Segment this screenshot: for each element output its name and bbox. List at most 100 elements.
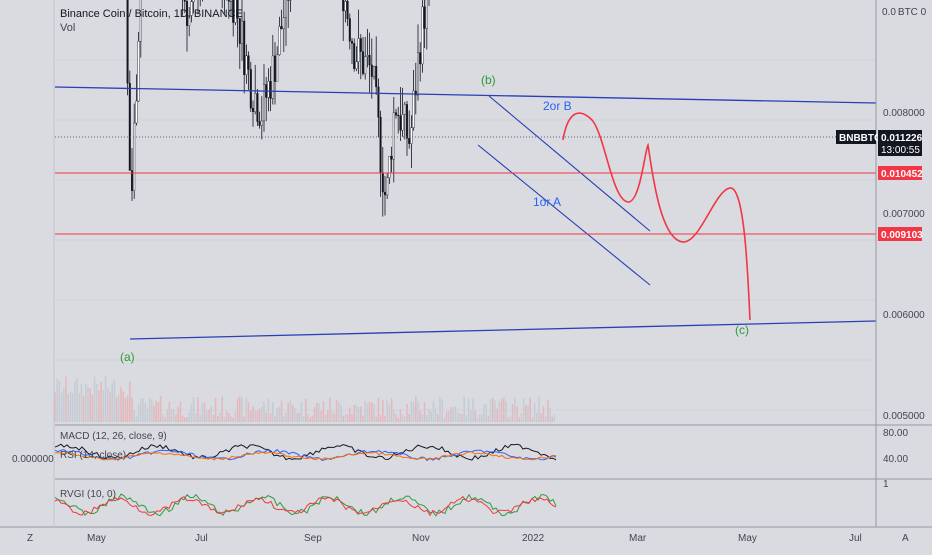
volume-bar xyxy=(239,396,241,422)
candle-body xyxy=(369,55,371,65)
volume-bar xyxy=(114,380,116,422)
candle-body xyxy=(402,114,404,130)
volume-bar xyxy=(406,404,408,422)
volume-bar xyxy=(488,415,490,422)
volume-bar xyxy=(195,413,197,422)
volume-bar xyxy=(83,396,85,422)
candle-body xyxy=(391,156,393,159)
volume-bar xyxy=(549,408,551,422)
volume-bar xyxy=(446,412,448,422)
candle-body xyxy=(184,0,186,1)
volume-bar xyxy=(274,417,276,422)
volume-bar xyxy=(160,396,162,422)
volume-bar xyxy=(250,411,252,422)
price-tick-label: 0.006000 xyxy=(883,310,925,321)
volume-bar xyxy=(85,384,87,422)
time-tick-label: Mar xyxy=(629,533,647,544)
volume-bar xyxy=(87,387,89,422)
candle-body xyxy=(393,113,395,160)
volume-bar xyxy=(331,411,333,422)
volume-bar xyxy=(426,415,428,422)
volume-bar xyxy=(63,387,65,422)
volume-bar xyxy=(358,407,360,422)
volume-bar xyxy=(224,417,226,422)
candle-body xyxy=(422,7,424,64)
volume-bar xyxy=(184,417,186,422)
volume-bar xyxy=(199,414,201,422)
candle-body xyxy=(136,101,138,123)
volume-bar xyxy=(320,411,322,422)
volume-bar xyxy=(518,418,520,422)
rsi-tick-40: 40.00 xyxy=(883,454,908,465)
volume-bar xyxy=(496,409,498,422)
volume-bar xyxy=(246,397,248,422)
volume-bar xyxy=(505,401,507,422)
volume-bar xyxy=(153,406,155,422)
candle-body xyxy=(230,0,232,1)
volume-bar xyxy=(78,393,80,422)
volume-bar xyxy=(237,399,239,422)
candle-body xyxy=(140,0,142,41)
price-tag-value: 0.011226 xyxy=(881,133,923,144)
volume-bar xyxy=(521,413,523,422)
volume-bar xyxy=(329,398,331,422)
volume-bar xyxy=(180,402,182,422)
auto-scale-button[interactable]: A xyxy=(902,533,909,544)
candle-body xyxy=(419,53,421,64)
volume-bar xyxy=(437,414,439,422)
volume-bar xyxy=(452,407,454,422)
volume-bar xyxy=(386,400,388,422)
volume-bar xyxy=(474,411,476,422)
volume-bar xyxy=(89,388,91,422)
candle-body xyxy=(362,52,364,74)
volume-bar xyxy=(371,402,373,422)
price-tick-label: 0.007000 xyxy=(883,209,925,220)
volume-bar xyxy=(525,405,527,422)
candle-body xyxy=(270,81,272,98)
level-tag-upper-text: 0.010452 xyxy=(881,169,923,180)
volume-bar xyxy=(547,400,549,422)
volume-bar xyxy=(470,410,472,422)
volume-bar xyxy=(444,418,446,422)
volume-bar xyxy=(532,418,534,422)
volume-bar xyxy=(551,417,553,422)
volume-bar xyxy=(204,402,206,422)
macd-label: MACD (12, 26, close, 9) xyxy=(60,431,167,442)
volume-bar xyxy=(81,384,83,422)
volume-bar xyxy=(162,414,164,422)
volume-bar xyxy=(177,407,179,422)
volume-bar xyxy=(206,411,208,422)
volume-bar xyxy=(422,415,424,422)
volume-bar xyxy=(415,397,417,422)
time-tick-label: May xyxy=(738,533,757,544)
candle-body xyxy=(356,62,358,69)
volume-bar xyxy=(457,412,459,422)
volume-bar xyxy=(516,407,518,422)
candle-body xyxy=(250,69,252,108)
candle-body xyxy=(193,0,195,2)
candle-body xyxy=(263,85,265,121)
volume-bar xyxy=(182,416,184,422)
zoom-toggle-button[interactable]: Z xyxy=(27,533,33,544)
price-tick-label: 0.008000 xyxy=(883,108,925,119)
volume-bar xyxy=(296,413,298,422)
volume-bar xyxy=(527,405,529,422)
volume-bar xyxy=(136,416,138,422)
candle-body xyxy=(389,156,391,177)
candle-body xyxy=(378,87,380,117)
volume-bar xyxy=(122,391,124,422)
volume-bar xyxy=(285,413,287,422)
candle-body xyxy=(243,21,245,75)
candle-body xyxy=(261,121,263,126)
volume-bar xyxy=(463,396,465,422)
volume-bar xyxy=(221,396,223,422)
volume-bar xyxy=(107,388,109,422)
volume-bar xyxy=(430,412,432,422)
volume-bar xyxy=(59,381,61,422)
volume-bar xyxy=(70,392,72,422)
candle-body xyxy=(259,122,261,126)
volume-bar xyxy=(316,403,318,422)
